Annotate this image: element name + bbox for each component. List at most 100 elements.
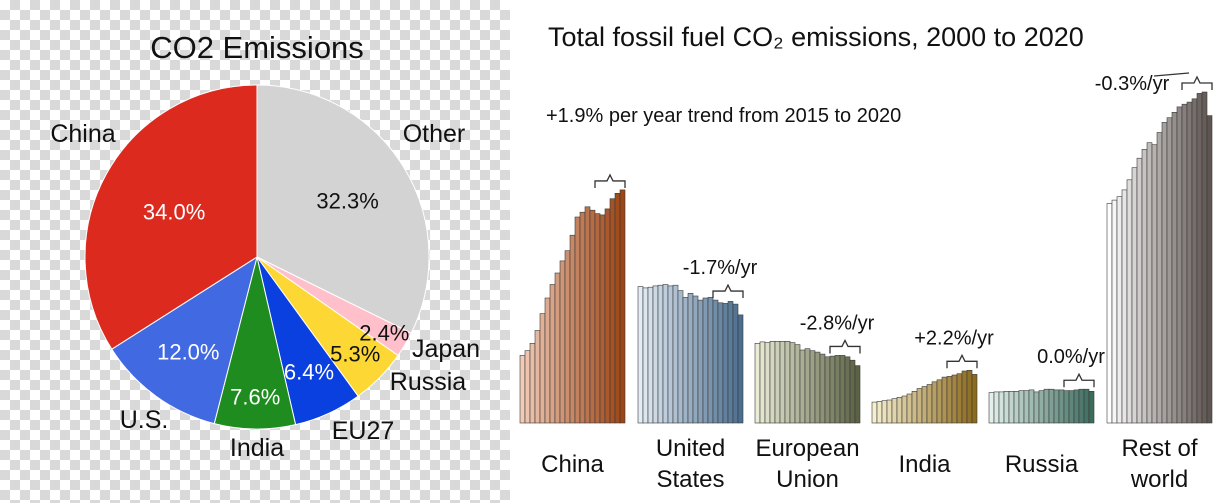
bar-rest-of-world-2017 bbox=[1191, 98, 1198, 424]
bar-european-union-2013 bbox=[819, 353, 826, 424]
bar-china-2017 bbox=[604, 208, 611, 424]
bar-european-union-2002 bbox=[764, 342, 771, 424]
bar-rest-of-world-2008 bbox=[1146, 142, 1153, 424]
bar-united-states-2010 bbox=[687, 292, 694, 424]
bar-china-2006 bbox=[549, 284, 556, 424]
bar-russia-2020 bbox=[1088, 390, 1095, 424]
bar-rest-of-world-2013 bbox=[1171, 112, 1178, 424]
bar-india-2016 bbox=[951, 374, 958, 424]
pie-percent-label-japan: 2.4% bbox=[359, 320, 409, 345]
bar-russia-2012 bbox=[1048, 388, 1055, 424]
bar-united-states-2004 bbox=[657, 284, 664, 424]
bar-russia-2019 bbox=[1083, 388, 1090, 424]
trend-label-united-states: -1.7%/yr bbox=[683, 257, 758, 279]
bar-china-2018 bbox=[609, 198, 616, 424]
trend-bracket-european-union bbox=[829, 338, 861, 354]
bar-rest-of-world-2006 bbox=[1136, 157, 1143, 424]
bar-russia-2001 bbox=[993, 391, 1000, 424]
bar-united-states-2016 bbox=[717, 302, 724, 424]
bar-european-union-2017 bbox=[839, 355, 846, 424]
bar-united-states-2014 bbox=[707, 297, 714, 424]
pie-name-label-india: India bbox=[230, 434, 284, 462]
main-trend-annotation: +1.9% per year trend from 2015 to 2020 bbox=[546, 105, 901, 127]
bar-india-2011 bbox=[926, 384, 933, 424]
bar-group-china bbox=[519, 189, 626, 424]
bar-china-2020 bbox=[619, 189, 626, 424]
bar-russia-2010 bbox=[1038, 390, 1045, 424]
pie-slice-china bbox=[84, 84, 258, 350]
bar-india-2020 bbox=[971, 374, 978, 424]
bar-united-states-2009 bbox=[682, 297, 689, 424]
bar-european-union-2012 bbox=[814, 351, 821, 424]
bar-united-states-2007 bbox=[672, 284, 679, 424]
bar-rest-of-world-2004 bbox=[1126, 179, 1133, 424]
bar-russia-2014 bbox=[1058, 389, 1065, 424]
bar-european-union-2000 bbox=[754, 342, 761, 424]
trend-label-russia: 0.0%/yr bbox=[1037, 346, 1105, 368]
bar-rest-of-world-2012 bbox=[1166, 117, 1173, 424]
bar-united-states-2002 bbox=[647, 286, 654, 424]
bar-united-states-2000 bbox=[637, 286, 644, 424]
bar-india-2006 bbox=[901, 395, 908, 424]
bar-european-union-2020 bbox=[854, 365, 861, 424]
bar-india-2019 bbox=[966, 369, 973, 424]
bar-group-united-states bbox=[637, 284, 744, 424]
pie-percent-label-eu27: 6.4% bbox=[284, 359, 334, 384]
pie-chart: CO2 Emissions 32.3% Other 2.4%Japan 5.3% Rus… bbox=[50, 30, 480, 462]
bar-india-2017 bbox=[956, 373, 963, 424]
bar-european-union-2005 bbox=[779, 340, 786, 424]
bar-china-2003 bbox=[534, 330, 541, 424]
bar-india-2010 bbox=[921, 386, 928, 424]
bar-united-states-2015 bbox=[712, 299, 719, 424]
bar-rest-of-world-2001 bbox=[1111, 199, 1118, 424]
bar-india-2004 bbox=[891, 398, 898, 424]
bar-group-india bbox=[871, 369, 978, 424]
bar-rest-of-world-2015 bbox=[1181, 103, 1188, 424]
trend-bracket-india bbox=[946, 353, 978, 369]
bar-china-2009 bbox=[564, 250, 571, 424]
pie-percent-label-china: 34.0% bbox=[143, 199, 205, 224]
bar-chart: Total fossil fuel CO₂ emissions, 2000 to… bbox=[519, 22, 1213, 493]
bar-russia-2013 bbox=[1053, 389, 1060, 424]
bar-european-union-2015 bbox=[829, 355, 836, 424]
bar-russia-2017 bbox=[1073, 389, 1080, 424]
bar-russia-2007 bbox=[1023, 390, 1030, 424]
bar-european-union-2004 bbox=[774, 340, 781, 424]
bar-india-2000 bbox=[871, 401, 878, 424]
bar-china-2000 bbox=[519, 355, 526, 424]
pie-percent-label-india: 7.6% bbox=[230, 384, 280, 409]
bar-united-states-2017 bbox=[722, 303, 729, 424]
bar-group-russia bbox=[988, 388, 1095, 424]
bar-european-union-2019 bbox=[849, 359, 856, 424]
bar-china-2008 bbox=[559, 260, 566, 424]
bar-russia-2000 bbox=[988, 392, 995, 424]
bar-china-2011 bbox=[574, 216, 581, 424]
bar-russia-2005 bbox=[1013, 390, 1020, 424]
bar-china-2015 bbox=[594, 213, 601, 424]
bar-russia-2008 bbox=[1028, 389, 1035, 424]
bar-rest-of-world-2007 bbox=[1141, 149, 1148, 424]
pie-slice-u-s bbox=[111, 255, 258, 425]
category-label-russia: Russia bbox=[1005, 451, 1079, 478]
category-label-european-union-line2: Union bbox=[776, 466, 839, 493]
bar-china-2012 bbox=[579, 211, 586, 424]
bar-china-2019 bbox=[614, 193, 621, 424]
category-label-european-union-line1: European bbox=[755, 435, 859, 462]
bar-european-union-2006 bbox=[784, 340, 791, 424]
pie-slice-other bbox=[256, 84, 430, 334]
bar-united-states-2018 bbox=[727, 301, 734, 424]
category-label-united-states-line1: United bbox=[656, 435, 725, 462]
pie-chart-title: CO2 Emissions bbox=[150, 30, 364, 65]
bar-russia-2003 bbox=[1003, 390, 1010, 424]
bar-european-union-2018 bbox=[844, 356, 851, 424]
bar-russia-2011 bbox=[1043, 388, 1050, 424]
bar-china-2013 bbox=[584, 206, 591, 424]
bar-rest-of-world-2010 bbox=[1156, 132, 1163, 424]
bar-united-states-2008 bbox=[677, 290, 684, 424]
bar-united-states-2013 bbox=[702, 297, 709, 424]
trend-bracket-rest-of-world bbox=[1181, 75, 1213, 90]
bar-chart-title: Total fossil fuel CO₂ emissions, 2000 to… bbox=[548, 22, 1084, 52]
trend-label-india: +2.2%/yr bbox=[914, 327, 994, 349]
bar-rest-of-world-2018 bbox=[1196, 93, 1203, 424]
bar-european-union-2007 bbox=[789, 342, 796, 424]
